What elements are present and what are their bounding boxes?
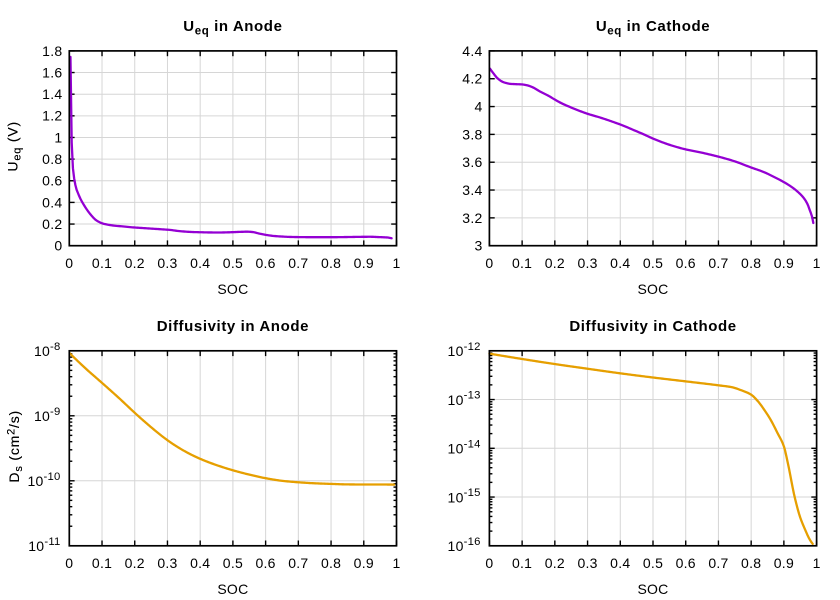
svg-text:Ueq in Cathode: Ueq in Cathode [596, 18, 710, 37]
svg-text:1.4: 1.4 [42, 86, 62, 102]
svg-text:0.4: 0.4 [610, 555, 630, 571]
svg-text:1.8: 1.8 [42, 43, 62, 59]
svg-text:0: 0 [485, 555, 493, 571]
svg-text:0.7: 0.7 [708, 555, 728, 571]
svg-text:1: 1 [392, 555, 400, 571]
svg-text:0.4: 0.4 [190, 555, 210, 571]
svg-text:1: 1 [813, 255, 821, 271]
svg-text:0.6: 0.6 [676, 255, 696, 271]
svg-text:0.9: 0.9 [354, 255, 374, 271]
svg-text:0.8: 0.8 [321, 255, 341, 271]
svg-text:0.7: 0.7 [708, 255, 728, 271]
svg-text:0.1: 0.1 [512, 255, 532, 271]
svg-text:Diffusivity in Anode: Diffusivity in Anode [157, 318, 309, 335]
svg-text:0.6: 0.6 [256, 555, 276, 571]
svg-text:0.7: 0.7 [288, 255, 308, 271]
svg-text:SOC: SOC [217, 281, 248, 297]
svg-text:0.3: 0.3 [157, 555, 177, 571]
svg-text:0.1: 0.1 [92, 255, 112, 271]
svg-text:0: 0 [485, 255, 493, 271]
svg-text:0.8: 0.8 [741, 555, 761, 571]
svg-text:Ds (cm2/s): Ds (cm2/s) [5, 410, 25, 483]
svg-text:0.2: 0.2 [42, 216, 62, 232]
svg-text:4.4: 4.4 [462, 43, 482, 59]
svg-text:0.8: 0.8 [42, 151, 62, 167]
svg-text:Diffusivity in Cathode: Diffusivity in Cathode [569, 318, 736, 335]
svg-text:3.6: 3.6 [462, 154, 482, 170]
svg-text:0.6: 0.6 [676, 555, 696, 571]
svg-text:0: 0 [65, 555, 73, 571]
svg-text:0.9: 0.9 [774, 255, 794, 271]
svg-text:4: 4 [474, 98, 482, 114]
svg-text:0.2: 0.2 [125, 255, 145, 271]
svg-text:0.2: 0.2 [545, 555, 565, 571]
svg-text:1.2: 1.2 [42, 108, 62, 124]
svg-text:0.8: 0.8 [321, 555, 341, 571]
svg-text:0.5: 0.5 [643, 555, 663, 571]
svg-text:SOC: SOC [637, 281, 668, 297]
svg-text:0.2: 0.2 [545, 255, 565, 271]
svg-text:0.3: 0.3 [157, 255, 177, 271]
svg-text:0.7: 0.7 [288, 555, 308, 571]
svg-text:0.5: 0.5 [223, 255, 243, 271]
svg-text:0.1: 0.1 [92, 555, 112, 571]
svg-text:0: 0 [65, 255, 73, 271]
svg-text:0.5: 0.5 [643, 255, 663, 271]
svg-text:3: 3 [474, 238, 482, 254]
svg-text:0.3: 0.3 [577, 255, 597, 271]
svg-text:0.4: 0.4 [610, 255, 630, 271]
svg-text:SOC: SOC [637, 581, 668, 597]
svg-text:0.4: 0.4 [42, 194, 62, 210]
svg-text:3.4: 3.4 [462, 182, 482, 198]
svg-text:0.6: 0.6 [42, 173, 62, 189]
svg-text:SOC: SOC [217, 581, 248, 597]
svg-text:0.3: 0.3 [577, 555, 597, 571]
svg-text:3.2: 3.2 [462, 210, 482, 226]
svg-text:1: 1 [392, 255, 400, 271]
svg-text:0.9: 0.9 [354, 555, 374, 571]
svg-text:0: 0 [54, 238, 62, 254]
svg-text:1.6: 1.6 [42, 64, 62, 80]
svg-text:0.9: 0.9 [774, 555, 794, 571]
svg-text:1: 1 [813, 555, 821, 571]
svg-text:0.1: 0.1 [512, 555, 532, 571]
svg-text:0.6: 0.6 [256, 255, 276, 271]
svg-text:0.5: 0.5 [223, 555, 243, 571]
svg-text:Ds (cm2/s): Ds (cm2/s) [5, 410, 25, 483]
svg-text:0.8: 0.8 [741, 255, 761, 271]
svg-text:3.8: 3.8 [462, 126, 482, 142]
svg-text:1: 1 [54, 129, 62, 145]
svg-text:0.4: 0.4 [190, 255, 210, 271]
svg-text:0.2: 0.2 [125, 555, 145, 571]
svg-text:4.2: 4.2 [462, 71, 482, 87]
